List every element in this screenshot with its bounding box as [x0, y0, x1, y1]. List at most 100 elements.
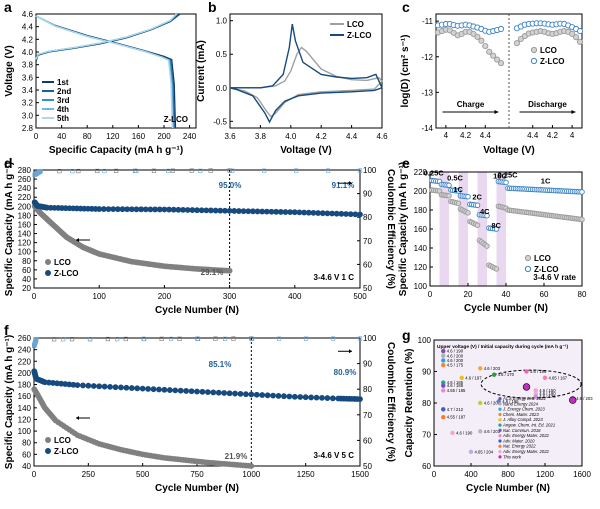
- x-axis-label: Cycle Number (N): [466, 483, 550, 494]
- panel-letter: b: [208, 0, 217, 15]
- literature-point: [491, 372, 497, 377]
- x-tick-label: 300: [223, 292, 237, 301]
- y2-tick-label: 100: [363, 166, 377, 175]
- point-label: 4.6 / 200: [447, 358, 464, 363]
- y-tick-label: 0.5: [216, 50, 228, 59]
- y-tick-label: 60: [22, 266, 31, 275]
- legend-marker: [498, 450, 502, 454]
- y-tick-label: 90: [422, 368, 431, 377]
- point-label: 4.6 / 170: [539, 394, 556, 399]
- legend-label: LCO: [347, 20, 364, 29]
- rate-band: [477, 172, 487, 286]
- x-tick-label: 400: [464, 470, 478, 479]
- point-label: 4.6 / 201: [484, 429, 501, 434]
- x-tick-label: 4.4: [527, 131, 539, 140]
- panel-b-frame: [229, 13, 383, 129]
- efficiency-point: [37, 169, 43, 174]
- efficiency-point: [262, 168, 267, 173]
- efficiency-point: [102, 168, 107, 174]
- capacity-point: [264, 392, 271, 399]
- efficiency-point: [142, 336, 147, 342]
- efficiency-point: [303, 336, 309, 341]
- legend-label: 2nd: [57, 87, 71, 96]
- capacity-point: [152, 206, 158, 213]
- x-tick-label: 4.4: [346, 132, 358, 141]
- literature-point: [441, 388, 446, 393]
- y-tick-label: 100: [414, 282, 428, 291]
- retention-label: 91.1%: [332, 181, 355, 190]
- efficiency-point: [189, 168, 194, 173]
- legend-label: 3rd: [57, 96, 70, 105]
- capacity-point: [270, 392, 276, 399]
- y-tick-label: 200: [414, 187, 428, 196]
- x-tick-label: 1500: [351, 470, 369, 479]
- this-work-point: [569, 396, 577, 404]
- capacity-point: [175, 206, 182, 213]
- charge-curve-2nd: [35, 13, 179, 60]
- literature-point: [441, 348, 446, 354]
- point-label: 4.6 / 190: [447, 349, 464, 354]
- capacity-point: [110, 206, 117, 213]
- capacity-point: [177, 387, 184, 394]
- retention-label: 85.1%: [209, 360, 232, 369]
- capacity-point: [142, 206, 149, 213]
- point-label: 4.6 / 185: [447, 380, 464, 385]
- y-tick-label: 200: [18, 369, 32, 378]
- capacity-point: [203, 207, 210, 214]
- y-tick-label: 240: [18, 346, 32, 355]
- literature-point: [533, 388, 538, 393]
- x-tick-label: 1600: [573, 470, 591, 479]
- capacity-point: [287, 209, 294, 216]
- retention-label: 29.1%: [201, 268, 224, 277]
- legend-marker: [45, 259, 51, 265]
- y-axis-label: Specific Capacity (mA h g⁻¹): [4, 335, 15, 469]
- rate-point: [579, 189, 585, 195]
- capacity-point: [194, 207, 200, 214]
- cap-axis-arrow-head: [76, 416, 79, 420]
- ce-axis-arrow-head: [349, 181, 352, 186]
- x-tick-label: 250: [82, 470, 96, 479]
- legend-marker: [498, 397, 502, 401]
- capacity-point: [150, 386, 157, 393]
- point-label: 4.6 / 203: [576, 396, 593, 401]
- y-tick-label: 160: [414, 225, 428, 234]
- rate-point: [484, 212, 490, 219]
- efficiency-point: [177, 336, 182, 341]
- capacity-point: [170, 206, 177, 213]
- y-tick-label: 80: [22, 257, 31, 266]
- legend-marker: [498, 412, 502, 417]
- x-tick-label: 160: [132, 132, 146, 141]
- efficiency-point: [37, 169, 42, 174]
- capacity-point: [161, 206, 168, 213]
- legend-label: J. Alloy Compd. 2023: [502, 417, 543, 422]
- efficiency-point: [170, 168, 175, 173]
- capacity-point: [166, 206, 172, 213]
- y2-tick-label: 70: [363, 237, 372, 246]
- efficiency-point: [222, 336, 228, 341]
- data-point: [576, 28, 584, 35]
- capacity-point: [226, 267, 233, 274]
- panel-letter: f: [4, 322, 9, 338]
- y-tick-label: -13: [421, 88, 433, 97]
- efficiency-point: [276, 336, 282, 341]
- data-point: [513, 40, 520, 47]
- efficiency-point: [61, 337, 66, 342]
- x-tick-label: 200: [158, 292, 172, 301]
- y-tick-label: 70: [422, 431, 431, 440]
- capacity-point: [123, 384, 130, 391]
- x-tick-label: 4.2: [316, 132, 328, 141]
- data-point: [490, 52, 497, 59]
- efficiency-point: [249, 336, 255, 341]
- legend-label: Adv. Mater. 2020: [502, 438, 535, 443]
- charge-curve-5th: [35, 13, 177, 60]
- y-tick-label: 3.2: [22, 99, 34, 108]
- region-arrow-head: [494, 110, 499, 114]
- x-tick-label: 1000: [242, 470, 260, 479]
- y-tick-label: 180: [414, 206, 428, 215]
- efficiency-point: [169, 336, 174, 342]
- y-tick-label: 260: [18, 334, 32, 343]
- capacity-point: [231, 208, 238, 214]
- capacity-point: [324, 395, 331, 401]
- rate-point: [446, 182, 452, 189]
- efficiency-point: [357, 336, 363, 341]
